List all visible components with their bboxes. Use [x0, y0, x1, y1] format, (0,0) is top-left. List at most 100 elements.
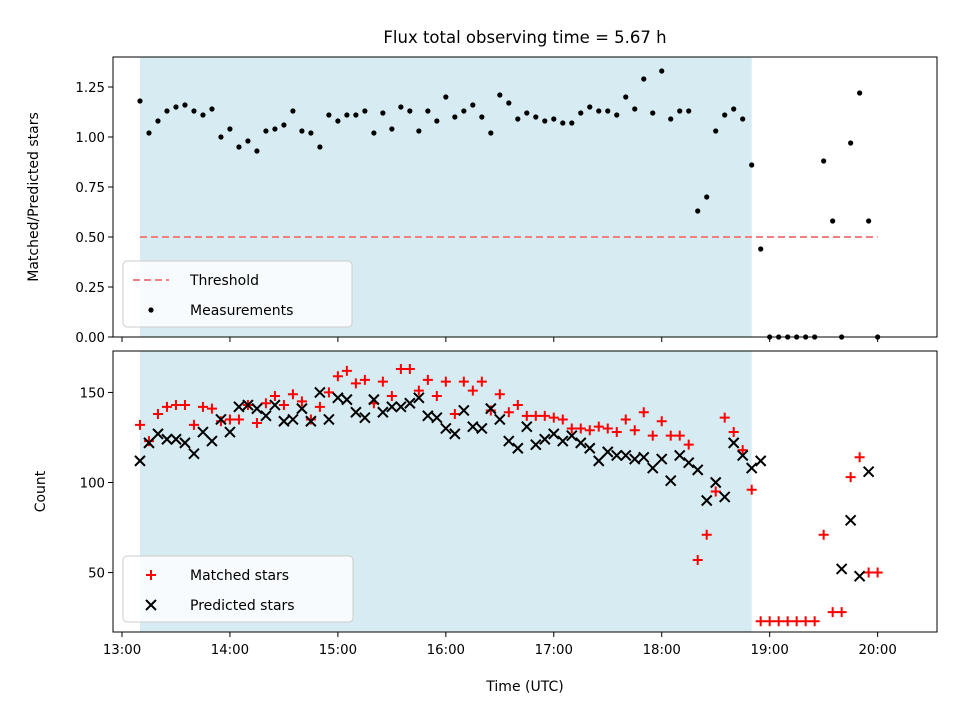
y-axis-label: Count: [33, 470, 49, 512]
measurement-point: [569, 120, 575, 126]
predicted-stars-point: [179, 437, 191, 449]
measurement-point: [272, 126, 278, 132]
measurement-point: [353, 112, 359, 118]
measurement-point: [209, 106, 215, 112]
measurement-point: [623, 94, 629, 100]
predicted-stars-point: [440, 422, 452, 435]
matched-stars-point: [755, 616, 766, 627]
legend-label: Measurements: [190, 303, 293, 319]
matched-stars-point: [575, 423, 586, 434]
y-tick-label: 1.25: [75, 81, 105, 96]
x-tick-label: 16:00: [427, 643, 465, 658]
predicted-stars-point: [395, 401, 407, 413]
predicted-stars-point: [656, 453, 668, 465]
predicted-stars-point: [260, 410, 272, 422]
matched-stars-point: [467, 385, 478, 396]
measurement-point: [434, 118, 440, 124]
matched-stars-point: [872, 567, 883, 578]
predicted-stars-point: [718, 491, 731, 503]
predicted-stars-point: [638, 451, 650, 463]
measurement-point: [497, 92, 503, 98]
matched-stars-point: [341, 365, 352, 376]
measurement-point: [155, 118, 161, 124]
matched-stars-point: [584, 425, 595, 436]
measurement-point: [758, 246, 764, 252]
measurement-point: [173, 104, 179, 110]
matched-stars-point: [836, 607, 847, 618]
matched-stars-point: [773, 616, 784, 627]
matched-stars-point: [854, 452, 865, 463]
matched-stars-point: [359, 374, 370, 385]
measurement-point: [605, 108, 611, 114]
matched-stars-point: [656, 416, 667, 427]
matched-stars-point: [665, 430, 676, 441]
legend-box: [122, 555, 354, 623]
predicted-stars-point: [512, 442, 524, 454]
predicted-stars-point: [314, 386, 326, 399]
measurement-point: [677, 108, 683, 114]
matched-stars-point: [458, 376, 469, 387]
y-tick-label: 0.50: [75, 231, 105, 246]
measurement-point: [578, 110, 584, 116]
matched-stars-point: [620, 414, 631, 425]
legend-label: Predicted stars: [190, 598, 295, 614]
legend-box: [122, 260, 353, 328]
measurement-point: [632, 106, 638, 112]
top-panel: 0.00 0.25 0.50 0.75 1.00 1.25 Matched/Predicte…: [26, 56, 938, 346]
matched-stars-point: [512, 400, 523, 411]
predicted-stars-point: [853, 570, 866, 582]
measurement-point: [668, 116, 674, 122]
measurement-point: [227, 126, 233, 132]
matched-stars-point: [782, 616, 793, 627]
x-tick-label: 14:00: [211, 643, 249, 658]
predicted-stars-point: [413, 392, 425, 404]
matched-stars-point: [161, 401, 172, 412]
predicted-stars-point: [620, 449, 632, 462]
measurement-point: [299, 128, 305, 134]
x-axis-label: Time (UTC): [485, 679, 563, 695]
matched-stars-point: [521, 410, 532, 421]
predicted-stars-point: [278, 415, 290, 427]
measurement-point: [587, 104, 593, 110]
matched-stars-point: [197, 401, 208, 412]
matched-stars-point: [638, 407, 649, 418]
matched-stars-point: [683, 439, 694, 450]
matched-stars-point: [305, 414, 316, 425]
matched-stars-point: [719, 412, 730, 423]
matched-stars-point: [602, 423, 613, 434]
measurement-point: [254, 148, 260, 154]
y-tick-label: 100: [80, 476, 105, 491]
matched-stars-point: [485, 405, 496, 416]
matched-stars-point: [701, 529, 712, 540]
matched-stars-point: [503, 407, 514, 418]
measurement-point: [488, 130, 494, 136]
matched-stars-point: [188, 419, 199, 430]
matched-stars-point: [863, 567, 874, 578]
predicted-stars-point: [530, 438, 542, 451]
measurement-point: [686, 108, 692, 114]
matched-stars-point: [629, 425, 640, 436]
x-tick-label: 20:00: [858, 643, 896, 658]
predicted-stars-point: [296, 402, 308, 415]
measurement-point: [362, 108, 368, 114]
measurement-point: [425, 108, 431, 114]
x-tick-label: 13:00: [103, 643, 141, 658]
predicted-stars-point: [206, 435, 218, 447]
predicted-stars-point: [754, 455, 767, 467]
predicted-stars-point: [674, 449, 686, 462]
measurement-point: [695, 208, 701, 214]
plot-frame: [112, 56, 938, 338]
measurement-point: [533, 114, 539, 120]
x-tick-label: 18:00: [643, 643, 681, 658]
measurement-point: [200, 112, 206, 118]
matched-stars-point: [557, 414, 568, 425]
predicted-stars-point: [575, 437, 587, 449]
predicted-stars-point: [602, 446, 614, 458]
matched-stars-point: [233, 414, 244, 425]
predicted-stars-point: [727, 437, 740, 449]
matched-stars-point: [791, 616, 802, 627]
x-tick-label: 17:00: [535, 643, 573, 658]
measurement-point: [749, 162, 755, 168]
measurement-point: [146, 130, 152, 136]
